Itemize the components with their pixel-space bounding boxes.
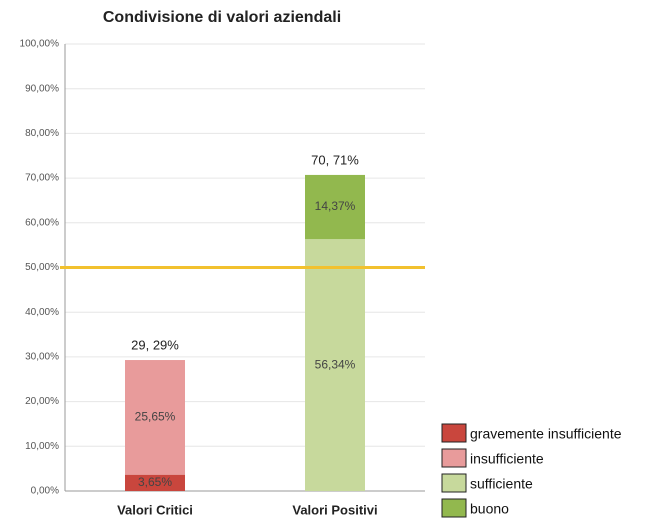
y-tick-label: 70,00% xyxy=(25,173,59,184)
data-label: 3,65% xyxy=(138,475,172,489)
bar-segment xyxy=(305,174,365,240)
y-tick-label: 30,00% xyxy=(25,352,59,363)
legend-label: gravemente insufficiente xyxy=(470,426,622,442)
x-tick-label: Valori Positivi xyxy=(292,502,377,517)
y-tick-label: 10,00% xyxy=(25,441,59,452)
legend-label: insufficiente xyxy=(470,451,544,467)
y-tick-label: 0,00% xyxy=(31,486,59,497)
y-tick-label: 60,00% xyxy=(25,217,59,228)
legend-swatch xyxy=(441,498,467,518)
y-tick-label: 40,00% xyxy=(25,307,59,318)
y-tick-label: 80,00% xyxy=(25,128,59,139)
y-tick-label: 50,00% xyxy=(25,262,59,273)
data-label: 25,65% xyxy=(135,410,176,424)
bar-segment xyxy=(305,239,365,491)
total-label: 70, 71% xyxy=(311,152,359,167)
bar-segment xyxy=(125,474,185,491)
y-tick-label: 20,00% xyxy=(25,396,59,407)
legend-swatch xyxy=(441,473,467,493)
legend-label: sufficiente xyxy=(470,476,533,492)
bar-segment xyxy=(125,360,185,475)
legend-swatch xyxy=(441,448,467,468)
total-label: 29, 29% xyxy=(131,338,179,353)
chart-title: Condivisione di valori aziendali xyxy=(103,9,341,26)
data-label: 56,34% xyxy=(315,357,356,371)
data-label: 14,37% xyxy=(315,199,356,213)
legend-label: buono xyxy=(470,501,509,517)
y-tick-label: 100,00% xyxy=(20,39,60,50)
x-tick-label: Valori Critici xyxy=(117,502,193,517)
y-tick-label: 90,00% xyxy=(25,83,59,94)
legend-swatch xyxy=(441,423,467,443)
